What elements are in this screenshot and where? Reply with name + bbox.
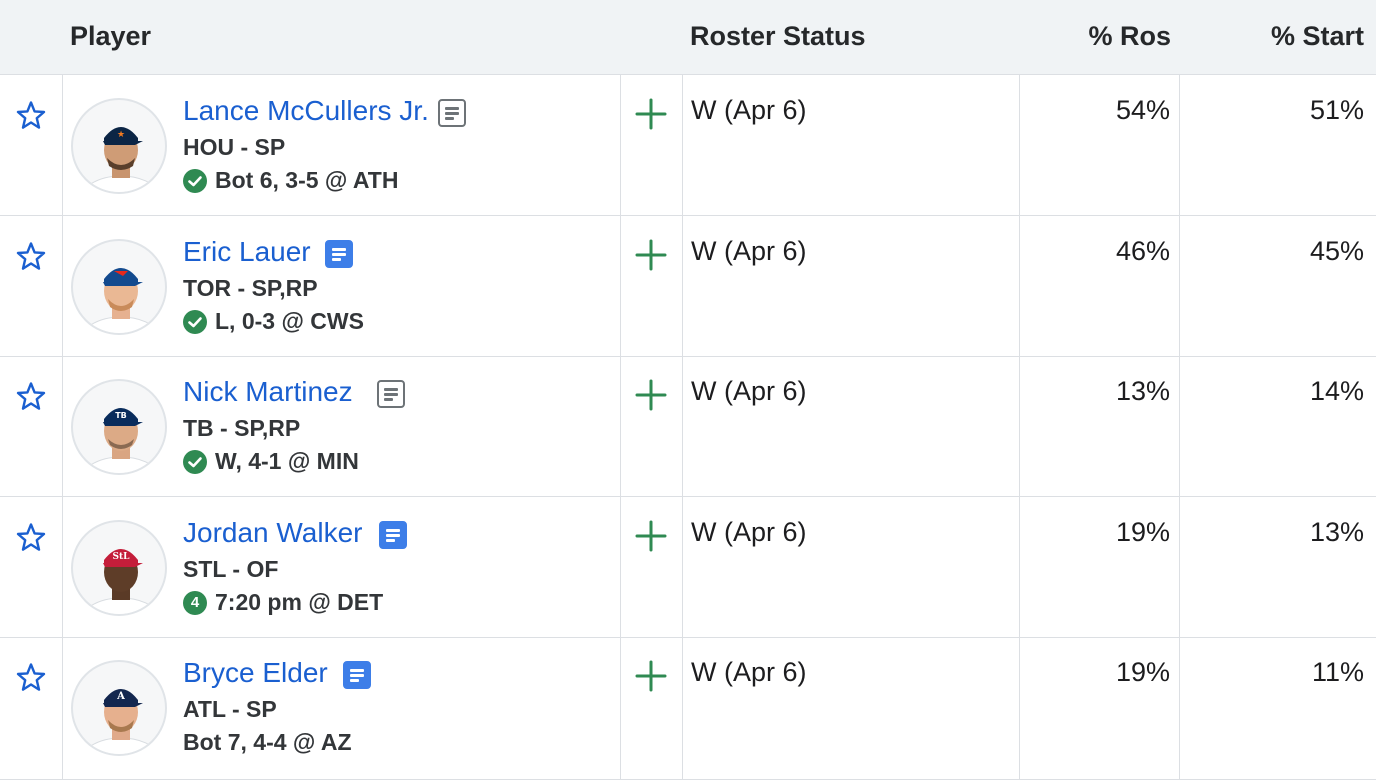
table-row: A Bryce Elder ATL - SP Bot 7, 4-4 @ AZ W… bbox=[0, 637, 1376, 780]
add-player-icon[interactable] bbox=[633, 518, 669, 554]
svg-text:★: ★ bbox=[117, 130, 125, 140]
player-note-icon[interactable] bbox=[438, 99, 466, 127]
table-header: Player Roster Status % Ros % Start bbox=[0, 0, 1376, 75]
player-name-link[interactable]: Lance McCullers Jr. bbox=[183, 95, 429, 126]
team-position: HOU - SP bbox=[183, 134, 286, 160]
roster-status: W (Apr 6) bbox=[691, 95, 807, 125]
svg-text:A: A bbox=[116, 691, 125, 702]
pct-started: 45% bbox=[1309, 236, 1364, 266]
check-circle-icon bbox=[183, 309, 207, 334]
game-info: W, 4-1 @ MIN bbox=[183, 447, 359, 475]
table-row: ★ Lance McCullers Jr. HOU - SP Bot 6, 3-… bbox=[0, 75, 1376, 216]
game-info: L, 0-3 @ CWS bbox=[183, 307, 364, 335]
team-position: TB - SP,RP bbox=[183, 415, 301, 441]
table-row: TB Nick Martinez TB - SP,RP W, 4-1 @ MIN… bbox=[0, 356, 1376, 497]
team-position: ATL - SP bbox=[183, 696, 277, 722]
roster-status: W (Apr 6) bbox=[691, 236, 807, 266]
pct-rostered: 54% bbox=[1115, 95, 1170, 125]
add-player-icon[interactable] bbox=[633, 658, 669, 694]
header-pct-ros[interactable]: % Ros bbox=[1088, 21, 1171, 51]
table-row: StL Jordan Walker STL - OF 4 7:20 pm @ DE… bbox=[0, 497, 1376, 638]
player-note-icon[interactable] bbox=[325, 240, 353, 268]
number-badge-icon: 4 bbox=[183, 590, 207, 615]
add-player-icon[interactable] bbox=[633, 237, 669, 273]
player-avatar: TB bbox=[71, 379, 167, 475]
svg-text:TB: TB bbox=[115, 411, 127, 420]
player-avatar bbox=[71, 239, 167, 335]
game-info: 4 7:20 pm @ DET bbox=[183, 588, 383, 616]
player-avatar: ★ bbox=[71, 98, 167, 194]
game-info: Bot 7, 4-4 @ AZ bbox=[183, 729, 352, 756]
header-pct-start[interactable]: % Start bbox=[1270, 21, 1364, 51]
star-icon[interactable] bbox=[14, 661, 48, 695]
team-position: TOR - SP,RP bbox=[183, 275, 318, 301]
player-name-link[interactable]: Eric Lauer bbox=[183, 236, 311, 267]
pct-started: 14% bbox=[1309, 376, 1364, 406]
svg-text:StL: StL bbox=[113, 552, 131, 562]
add-player-icon[interactable] bbox=[633, 377, 669, 413]
pct-rostered: 13% bbox=[1115, 376, 1170, 406]
player-avatar: StL bbox=[71, 520, 167, 616]
star-icon[interactable] bbox=[14, 99, 48, 133]
pct-started: 11% bbox=[1311, 657, 1364, 687]
pct-rostered: 46% bbox=[1115, 236, 1170, 266]
add-player-icon[interactable] bbox=[633, 96, 669, 132]
roster-status: W (Apr 6) bbox=[691, 517, 807, 547]
header-player[interactable]: Player bbox=[70, 21, 152, 51]
player-note-icon[interactable] bbox=[343, 661, 371, 689]
player-name-link[interactable]: Bryce Elder bbox=[183, 657, 328, 688]
team-position: STL - OF bbox=[183, 556, 279, 582]
check-circle-icon bbox=[183, 168, 207, 193]
pct-rostered: 19% bbox=[1115, 657, 1170, 687]
header-roster-status[interactable]: Roster Status bbox=[690, 21, 866, 51]
star-icon[interactable] bbox=[14, 380, 48, 414]
player-name-link[interactable]: Nick Martinez bbox=[183, 376, 353, 407]
player-avatar: A bbox=[71, 660, 167, 756]
pct-started: 13% bbox=[1309, 517, 1364, 547]
player-note-icon[interactable] bbox=[379, 521, 407, 549]
roster-status: W (Apr 6) bbox=[691, 657, 807, 687]
pct-started: 51% bbox=[1309, 95, 1364, 125]
pct-rostered: 19% bbox=[1115, 517, 1170, 547]
table-row: Eric Lauer TOR - SP,RP L, 0-3 @ CWS W (A… bbox=[0, 216, 1376, 357]
roster-status: W (Apr 6) bbox=[691, 376, 807, 406]
game-info: Bot 6, 3-5 @ ATH bbox=[183, 166, 398, 194]
star-icon[interactable] bbox=[14, 240, 48, 274]
check-circle-icon bbox=[183, 449, 207, 474]
player-note-icon[interactable] bbox=[377, 380, 405, 408]
player-name-link[interactable]: Jordan Walker bbox=[183, 517, 363, 548]
star-icon[interactable] bbox=[14, 521, 48, 555]
